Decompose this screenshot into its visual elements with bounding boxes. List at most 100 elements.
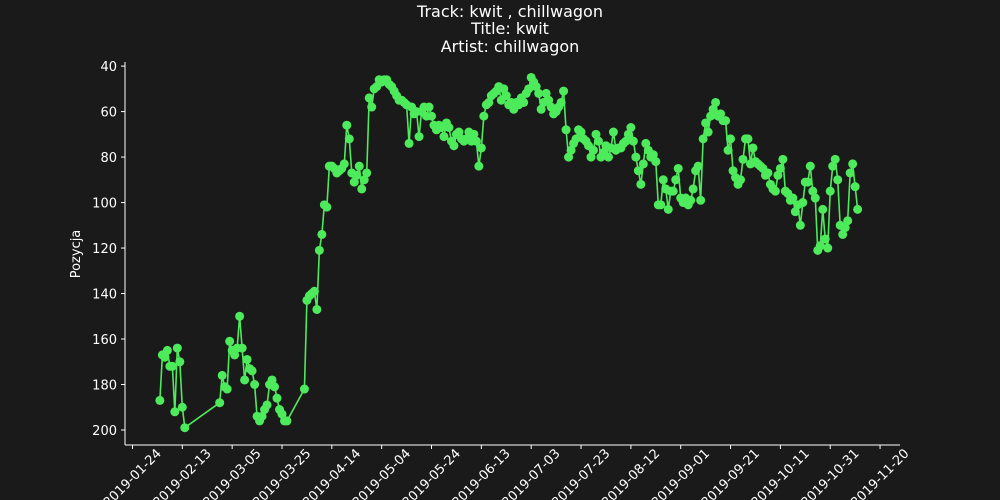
- point: [312, 304, 322, 314]
- point: [850, 182, 860, 192]
- point: [314, 245, 324, 255]
- point: [339, 159, 349, 169]
- point: [342, 120, 352, 130]
- point: [840, 223, 850, 233]
- y-tick-label: 40: [100, 60, 117, 75]
- y-tick-label: 160: [92, 333, 117, 348]
- point: [668, 186, 678, 196]
- point: [823, 243, 833, 253]
- point: [322, 202, 332, 212]
- point: [349, 177, 359, 187]
- point: [484, 97, 494, 107]
- point: [743, 134, 753, 144]
- point: [262, 400, 272, 410]
- point: [240, 375, 250, 385]
- point: [242, 354, 252, 364]
- point: [671, 175, 681, 185]
- point: [357, 184, 367, 194]
- point: [531, 82, 541, 92]
- point: [790, 207, 800, 217]
- point: [805, 161, 815, 171]
- point: [838, 229, 848, 239]
- point: [693, 161, 703, 171]
- point: [673, 163, 683, 173]
- point: [603, 152, 613, 162]
- point: [631, 152, 641, 162]
- point: [641, 138, 651, 148]
- point: [230, 350, 240, 360]
- point: [474, 161, 484, 171]
- point: [524, 84, 534, 94]
- y-axis-label: Pozycja: [69, 230, 84, 279]
- point: [698, 134, 708, 144]
- point: [559, 86, 569, 96]
- point: [588, 145, 598, 155]
- point: [696, 195, 706, 205]
- point: [519, 97, 529, 107]
- point: [344, 134, 354, 144]
- point: [638, 159, 648, 169]
- point: [225, 336, 235, 346]
- point: [623, 129, 633, 139]
- point: [723, 145, 733, 155]
- point: [556, 97, 566, 107]
- point: [427, 111, 437, 121]
- point: [250, 380, 260, 390]
- point: [711, 97, 721, 107]
- point: [726, 134, 736, 144]
- x-tick-label: 2019-01-24: [101, 446, 165, 500]
- point: [155, 395, 165, 405]
- point: [701, 118, 711, 128]
- point: [424, 102, 434, 112]
- point: [180, 423, 190, 433]
- point: [536, 104, 546, 114]
- point: [272, 393, 282, 403]
- point: [788, 193, 798, 203]
- point: [364, 93, 374, 103]
- point: [808, 186, 818, 196]
- y-tick-label: 180: [92, 379, 117, 394]
- point: [651, 157, 661, 167]
- y-tick-label: 100: [92, 197, 117, 212]
- chart-title: Title: kwit: [470, 19, 549, 38]
- point: [721, 116, 731, 126]
- point: [688, 184, 698, 194]
- point: [708, 104, 718, 114]
- point: [775, 163, 785, 173]
- point: [247, 366, 257, 376]
- point: [736, 175, 746, 185]
- point: [404, 138, 414, 148]
- point: [367, 102, 377, 112]
- point: [501, 91, 511, 101]
- point: [541, 88, 551, 98]
- point: [636, 179, 646, 189]
- point: [566, 145, 576, 155]
- point: [257, 411, 267, 421]
- point: [818, 204, 828, 214]
- point: [828, 161, 838, 171]
- point: [648, 150, 658, 160]
- point: [414, 132, 424, 142]
- point: [576, 127, 586, 137]
- point: [770, 186, 780, 196]
- point: [267, 375, 277, 385]
- chart-title: Track: kwit , chillwagon: [416, 2, 603, 21]
- point: [499, 84, 509, 94]
- point: [833, 175, 843, 185]
- point: [479, 111, 489, 121]
- point: [663, 204, 673, 214]
- point: [748, 143, 758, 153]
- point: [571, 134, 581, 144]
- y-tick-label: 120: [92, 242, 117, 257]
- point: [217, 370, 227, 380]
- point: [795, 220, 805, 230]
- point: [658, 175, 668, 185]
- point: [237, 343, 247, 353]
- point: [593, 136, 603, 146]
- point: [586, 152, 596, 162]
- chart-title: Artist: chillwagon: [441, 37, 580, 56]
- point: [444, 123, 454, 133]
- point: [235, 311, 245, 321]
- point: [172, 343, 182, 353]
